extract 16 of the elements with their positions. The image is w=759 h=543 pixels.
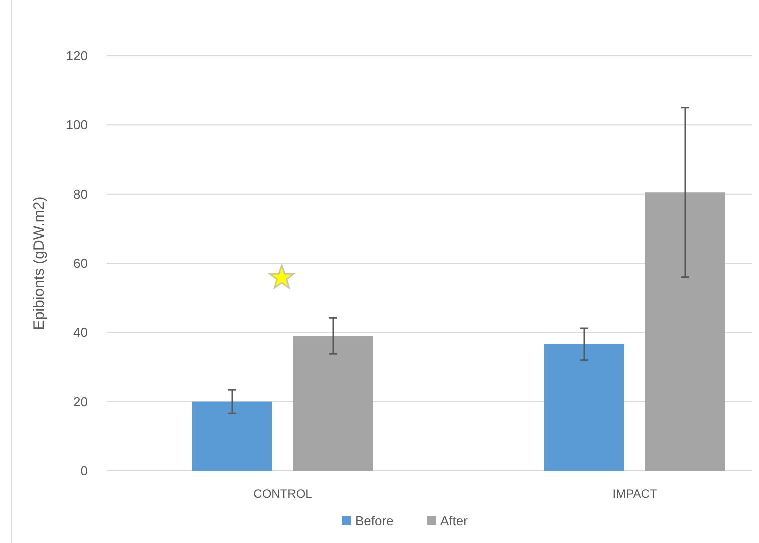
bar (294, 336, 374, 471)
legend-label: After (440, 514, 469, 529)
x-tick-label: IMPACT (612, 487, 658, 501)
y-tick-label: 40 (74, 325, 88, 340)
bar (544, 344, 624, 471)
y-tick-label: 0 (80, 464, 88, 479)
legend-label: Before (356, 514, 394, 529)
y-tick-label: 20 (74, 394, 88, 410)
y-tick-label: 100 (66, 118, 88, 133)
y-axis-title: Epibionts (gDW.m2) (31, 196, 48, 330)
y-tick-label: 120 (66, 48, 88, 64)
y-tick-label: 80 (74, 186, 88, 202)
bar (192, 402, 272, 471)
x-tick-label: CONTROL (254, 487, 313, 501)
y-tick-label: 60 (74, 256, 88, 272)
bar (646, 192, 726, 471)
